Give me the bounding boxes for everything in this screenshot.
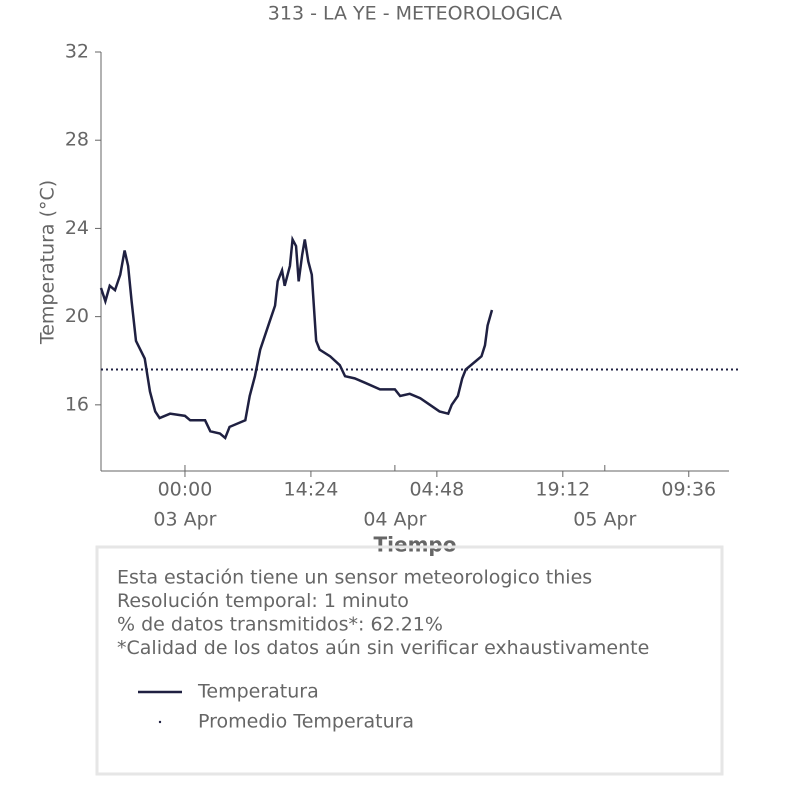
info-text: *Calidad de los datos aún sin verificar …: [117, 637, 649, 659]
y-tick-label: 32: [65, 41, 89, 63]
x-tick-label: 14:24: [284, 479, 339, 501]
legend-label: Promedio Temperatura: [198, 711, 414, 733]
chart-title: 313 - LA YE - METEOROLOGICA: [268, 3, 562, 25]
legend-label: Temperatura: [197, 681, 319, 703]
y-tick-label: 16: [65, 393, 89, 415]
x-tick-label: 09:36: [661, 479, 716, 501]
y-tick-label: 20: [65, 305, 89, 327]
x-tick-label: 04:48: [409, 479, 464, 501]
info-text: Resolución temporal: 1 minuto: [117, 590, 409, 612]
x-axis-label: Tiempo: [374, 533, 457, 557]
y-tick-label: 28: [65, 129, 89, 151]
info-box: [95, 545, 724, 776]
info-text: % de datos transmitidos*: 62.21%: [117, 614, 443, 636]
x-date-label: 03 Apr: [153, 509, 216, 531]
info-text: Esta estación tiene un sensor meteorolog…: [117, 567, 592, 589]
y-tick-label: 24: [65, 217, 89, 239]
temperature-line: [99, 235, 494, 440]
x-date-label: 04 Apr: [363, 509, 426, 531]
y-axis-label: Temperatura (°C): [37, 180, 59, 345]
x-date-label: 05 Apr: [573, 509, 636, 531]
x-tick-label: 00:00: [158, 479, 213, 501]
legend-dot: [158, 720, 162, 724]
x-tick-label: 19:12: [535, 479, 590, 501]
